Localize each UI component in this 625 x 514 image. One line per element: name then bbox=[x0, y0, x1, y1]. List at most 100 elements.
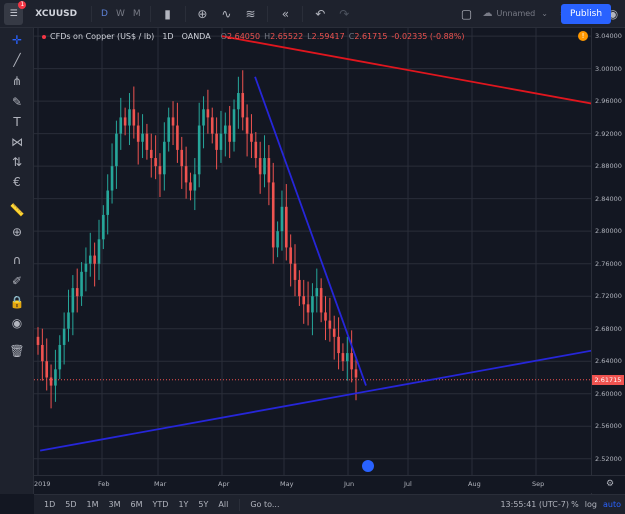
publish-button[interactable]: Publish bbox=[561, 4, 611, 24]
pattern-icon[interactable]: ⋈ bbox=[11, 135, 23, 149]
candle-body bbox=[141, 133, 144, 142]
chart-legend: CFDs on Copper (US$ / lb) 1D OANDA O2.64… bbox=[42, 32, 464, 41]
crosshair-icon[interactable]: ✛ bbox=[11, 33, 23, 47]
range-1d[interactable]: 1D bbox=[44, 500, 56, 509]
trendline-blue-1 bbox=[254, 76, 367, 386]
eye-icon[interactable]: ◉ bbox=[11, 316, 23, 330]
percent-toggle[interactable]: % bbox=[571, 500, 579, 509]
interval-weekly[interactable]: W bbox=[115, 8, 125, 19]
price-axis[interactable]: 3.04000 3.00000 2.96000 2.92000 2.88000 2.840… bbox=[591, 28, 625, 494]
candle-body bbox=[58, 344, 62, 370]
layout-name[interactable]: ☁ Unnamed ⌄ bbox=[483, 8, 548, 19]
legend-low: L2.59417 bbox=[307, 32, 345, 41]
candle-body bbox=[176, 125, 179, 150]
candle-body bbox=[62, 328, 66, 345]
divider bbox=[184, 5, 186, 22]
chart-pane[interactable] bbox=[34, 28, 624, 494]
trash-icon[interactable]: 🗑 bbox=[9, 344, 25, 358]
candle-body bbox=[306, 304, 310, 313]
time-tick-label: Aug bbox=[468, 480, 481, 488]
candle-body bbox=[302, 296, 306, 305]
time-tick-label: Feb bbox=[98, 480, 110, 488]
range-5d[interactable]: 5D bbox=[65, 500, 77, 509]
candle-body bbox=[102, 214, 105, 240]
zoom-icon[interactable]: ⊕ bbox=[11, 225, 23, 239]
divider bbox=[239, 498, 241, 511]
interval-daily[interactable]: D bbox=[101, 8, 108, 19]
brush-icon[interactable]: ✎ bbox=[11, 95, 23, 109]
clock-timezone[interactable]: 13:55:41 (UTC-7) bbox=[500, 500, 569, 509]
candle-body bbox=[315, 288, 319, 297]
price-tick-label: 2.72000 bbox=[595, 292, 622, 301]
range-6m[interactable]: 6M bbox=[130, 500, 143, 509]
candle-body bbox=[284, 206, 288, 248]
magnet-icon[interactable]: ∩ bbox=[12, 253, 22, 267]
candle-body bbox=[97, 239, 101, 264]
replay-icon[interactable]: « bbox=[281, 6, 290, 21]
candle-body bbox=[250, 133, 253, 142]
candle-body bbox=[158, 166, 162, 175]
range-all[interactable]: All bbox=[218, 500, 229, 509]
candle-body bbox=[106, 190, 110, 215]
time-tick-label: Jun bbox=[344, 480, 355, 488]
candle-body bbox=[245, 117, 249, 134]
lock-icon[interactable]: 🔒 bbox=[9, 295, 25, 309]
candle-body bbox=[280, 206, 284, 232]
range-1m[interactable]: 1M bbox=[86, 500, 99, 509]
axis-settings-icon[interactable]: ⚙ bbox=[606, 479, 615, 489]
range-3m[interactable]: 3M bbox=[108, 500, 121, 509]
symbol-search[interactable]: XCUUSD bbox=[35, 8, 78, 19]
candle-body bbox=[119, 117, 123, 134]
logo-icon: ☰ bbox=[9, 8, 18, 19]
redo-icon[interactable]: ↷ bbox=[339, 6, 350, 21]
time-tick-label: May bbox=[280, 480, 294, 488]
bars-icon[interactable]: ▮ bbox=[164, 6, 171, 21]
price-tick-label: 2.64000 bbox=[595, 357, 622, 366]
lock-drawing-icon[interactable]: ✐ bbox=[11, 274, 23, 288]
time-axis[interactable]: 2019 Feb Mar Apr May Jun Jul Aug Sep ⚙ bbox=[34, 475, 625, 493]
candle-body bbox=[132, 109, 136, 126]
candle-body bbox=[224, 125, 227, 134]
candle-body bbox=[215, 133, 218, 150]
ruler-icon[interactable]: 📏 bbox=[9, 203, 25, 217]
candle-body bbox=[145, 133, 149, 150]
range-ytd[interactable]: YTD bbox=[152, 500, 169, 509]
candle-body bbox=[197, 125, 201, 175]
range-5y[interactable]: 5Y bbox=[198, 500, 209, 509]
candle-body bbox=[80, 271, 83, 297]
legend-close: C2.61715 bbox=[348, 32, 388, 41]
camera-icon[interactable]: ◉ bbox=[607, 6, 619, 21]
trendline-icon[interactable]: ╱ bbox=[13, 53, 21, 67]
text-icon[interactable]: T bbox=[13, 115, 21, 129]
forecast-icon[interactable]: € bbox=[13, 175, 21, 189]
candle-body bbox=[267, 158, 271, 183]
price-chart[interactable] bbox=[34, 28, 624, 494]
layout-name-label: Unnamed bbox=[496, 9, 536, 18]
price-tick-label: 2.80000 bbox=[595, 227, 622, 236]
notification-badge: 1 bbox=[18, 0, 27, 9]
goto-button[interactable]: Go to... bbox=[250, 500, 280, 509]
warning-icon[interactable]: ! bbox=[578, 31, 588, 41]
price-tick-label: 3.00000 bbox=[595, 64, 622, 73]
indicators-icon[interactable]: ≋ bbox=[245, 6, 256, 21]
divider bbox=[267, 5, 269, 22]
prediction-icon[interactable]: ⇅ bbox=[11, 155, 23, 169]
pitchfork-icon[interactable]: ⋔ bbox=[11, 74, 23, 88]
log-toggle[interactable]: log bbox=[584, 500, 597, 509]
auto-toggle[interactable]: auto bbox=[602, 500, 621, 509]
interval-monthly[interactable]: M bbox=[132, 8, 141, 19]
user-avatar[interactable]: ☰ 1 bbox=[4, 0, 27, 25]
cloud-icon: ☁ bbox=[482, 8, 493, 19]
candle-body bbox=[328, 320, 332, 329]
price-tick-label: 2.76000 bbox=[595, 259, 622, 268]
range-1y[interactable]: 1Y bbox=[178, 500, 189, 509]
candle-body bbox=[311, 296, 314, 313]
undo-icon[interactable]: ↶ bbox=[315, 6, 326, 21]
add-indicator-icon[interactable]: ⊕ bbox=[197, 6, 208, 21]
candle-body bbox=[341, 353, 345, 362]
candle-body bbox=[93, 255, 96, 264]
compare-icon[interactable]: ∿ bbox=[221, 6, 232, 21]
candle-body bbox=[45, 361, 49, 378]
fullscreen-icon[interactable]: ▢ bbox=[460, 6, 473, 21]
candle-body bbox=[75, 288, 79, 297]
